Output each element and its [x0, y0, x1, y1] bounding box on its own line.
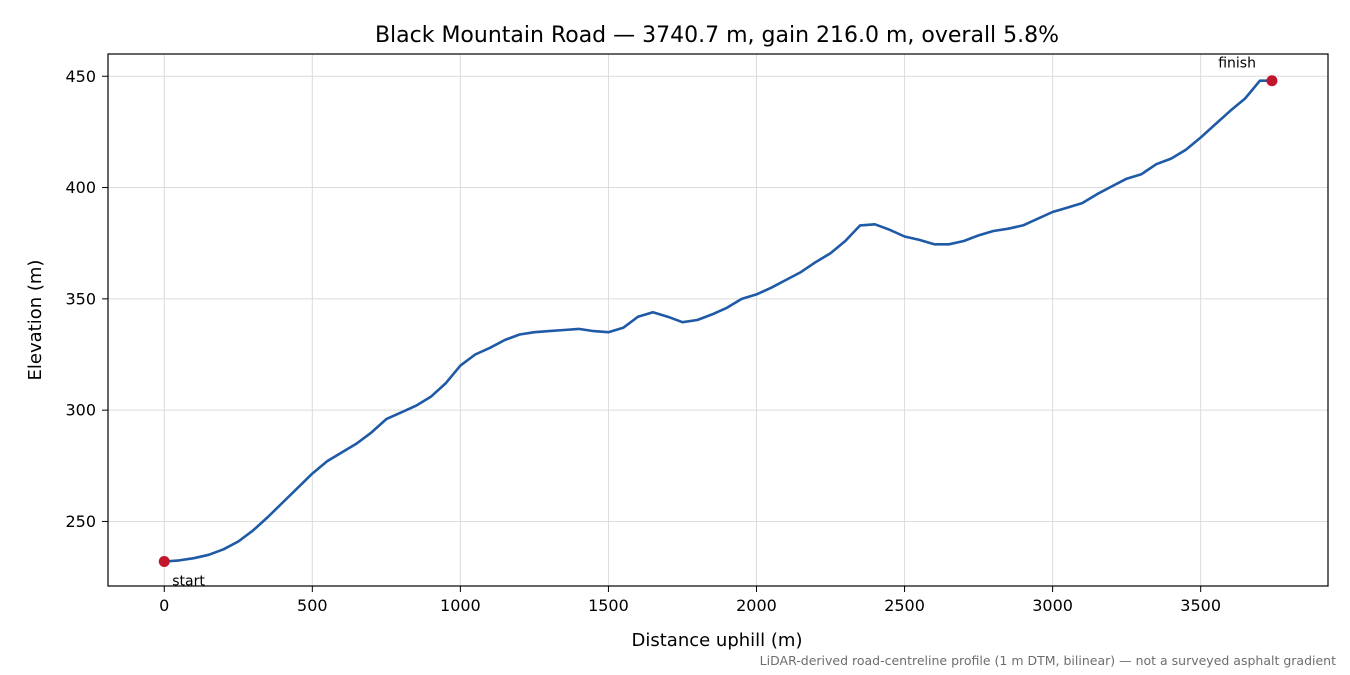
- y-tick-label: 450: [65, 67, 96, 86]
- x-tick-label: 500: [297, 596, 328, 615]
- x-tick-label: 3500: [1180, 596, 1221, 615]
- chart-title: Black Mountain Road — 3740.7 m, gain 216…: [375, 23, 1059, 48]
- start-marker: [158, 556, 170, 568]
- y-tick-label: 350: [65, 289, 96, 308]
- y-tick-label: 300: [65, 401, 96, 420]
- finish-label: finish: [1218, 56, 1256, 72]
- x-tick-label: 1500: [588, 596, 629, 615]
- plot-frame: [107, 53, 1329, 587]
- plot-area: start finish: [158, 56, 1278, 590]
- footnote: LiDAR-derived road-centreline profile (1…: [760, 653, 1336, 668]
- grid-lines: [108, 54, 1328, 586]
- axis-ticks: 0 500 1000 1500 2000 2500 3000 3500 250 300 350 400…: [65, 67, 1221, 615]
- elevation-line: [163, 79, 1274, 563]
- start-label: start: [172, 574, 205, 590]
- finish-marker: [1266, 75, 1278, 87]
- x-tick-label: 2000: [736, 596, 777, 615]
- x-tick-label: 2500: [884, 596, 925, 615]
- x-tick-label: 0: [159, 596, 169, 615]
- y-axis-label: Elevation (m): [25, 260, 46, 381]
- x-tick-label: 3000: [1032, 596, 1073, 615]
- x-axis-label: Distance uphill (m): [632, 630, 803, 651]
- x-tick-label: 1000: [440, 596, 481, 615]
- y-tick-label: 250: [65, 512, 96, 531]
- y-tick-label: 400: [65, 178, 96, 197]
